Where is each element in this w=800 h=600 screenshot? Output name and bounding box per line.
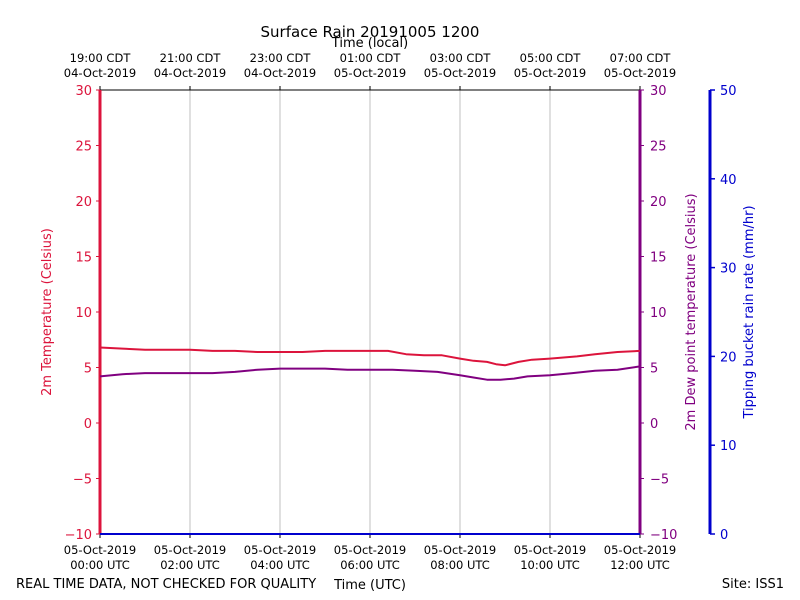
top-tick-date-6: 05-Oct-2019 [604, 66, 676, 80]
rain-axis-label: Tipping bucket rain rate (mm/hr) [742, 205, 757, 419]
right-tick-label-3: 5 [650, 362, 658, 377]
footer-site: Site: ISS1 [722, 577, 784, 592]
bottom-tick-time-0: 00:00 UTC [70, 558, 130, 572]
left-tick-label-8: 30 [75, 84, 92, 99]
rain-tick-label-4: 40 [720, 173, 737, 188]
bottom-tick-time-5: 10:00 UTC [520, 558, 580, 572]
x-axis-label: Time (UTC) [333, 578, 406, 593]
left-tick-label-5: 15 [75, 251, 92, 266]
top-tick-date-2: 04-Oct-2019 [244, 66, 316, 80]
bottom-tick-date-0: 05-Oct-2019 [64, 543, 136, 557]
footer-quality-note: REAL TIME DATA, NOT CHECKED FOR QUALITY [16, 577, 316, 592]
rain-tick-label-1: 10 [720, 439, 737, 454]
left-tick-label-3: 5 [84, 362, 92, 377]
left-tick-label-4: 10 [75, 306, 92, 321]
top-tick-date-3: 05-Oct-2019 [334, 66, 406, 80]
rain-tick-label-2: 20 [720, 350, 737, 365]
bottom-tick-date-5: 05-Oct-2019 [514, 543, 586, 557]
bottom-tick-time-3: 06:00 UTC [340, 558, 400, 572]
dewpoint-line [99, 365, 641, 381]
right-tick-label-6: 20 [650, 195, 667, 210]
right-tick-label-4: 10 [650, 306, 667, 321]
left-tick-label-6: 20 [75, 195, 92, 210]
top-tick-time-1: 21:00 CDT [160, 51, 222, 65]
right-tick-label-5: 15 [650, 251, 667, 266]
top-tick-time-4: 03:00 CDT [430, 51, 492, 65]
bottom-tick-time-1: 02:00 UTC [160, 558, 220, 572]
bottom-tick-time-4: 08:00 UTC [430, 558, 490, 572]
right-tick-label-8: 30 [650, 84, 667, 99]
right-tick-label-0: −10 [650, 528, 677, 543]
top-tick-date-4: 05-Oct-2019 [424, 66, 496, 80]
bottom-tick-time-2: 04:00 UTC [250, 558, 310, 572]
top-tick-time-0: 19:00 CDT [70, 51, 132, 65]
top-tick-date-1: 04-Oct-2019 [154, 66, 226, 80]
bottom-tick-date-1: 05-Oct-2019 [154, 543, 226, 557]
rain-tick-label-0: 0 [720, 528, 728, 543]
bottom-tick-date-3: 05-Oct-2019 [334, 543, 406, 557]
right-tick-label-1: −5 [650, 473, 669, 488]
left-tick-label-7: 25 [75, 140, 92, 155]
left-tick-label-0: −10 [65, 528, 92, 543]
right-axis-label: 2m Dew point temperature (Celsius) [684, 193, 699, 430]
left-tick-label-2: 0 [84, 417, 92, 432]
rain-tick-label-3: 30 [720, 262, 737, 277]
bottom-tick-date-6: 05-Oct-2019 [604, 543, 676, 557]
top-tick-date-0: 04-Oct-2019 [64, 66, 136, 80]
chart-title: Surface Rain 20191005 1200 [261, 23, 480, 41]
top-tick-date-5: 05-Oct-2019 [514, 66, 586, 80]
top-tick-time-6: 07:00 CDT [610, 51, 672, 65]
right-tick-label-2: 0 [650, 417, 658, 432]
bottom-tick-date-4: 05-Oct-2019 [424, 543, 496, 557]
left-axis-label: 2m Temperature (Celsius) [40, 228, 55, 396]
temperature-line [99, 346, 641, 367]
top-axis-label: Time (local) [331, 36, 408, 51]
right-tick-label-7: 25 [650, 140, 667, 155]
rain-tick-label-5: 50 [720, 84, 737, 99]
top-tick-time-3: 01:00 CDT [340, 51, 402, 65]
bottom-tick-date-2: 05-Oct-2019 [244, 543, 316, 557]
bottom-tick-time-6: 12:00 UTC [610, 558, 670, 572]
top-tick-time-2: 23:00 CDT [250, 51, 312, 65]
left-tick-label-1: −5 [73, 473, 92, 488]
top-tick-time-5: 05:00 CDT [520, 51, 582, 65]
